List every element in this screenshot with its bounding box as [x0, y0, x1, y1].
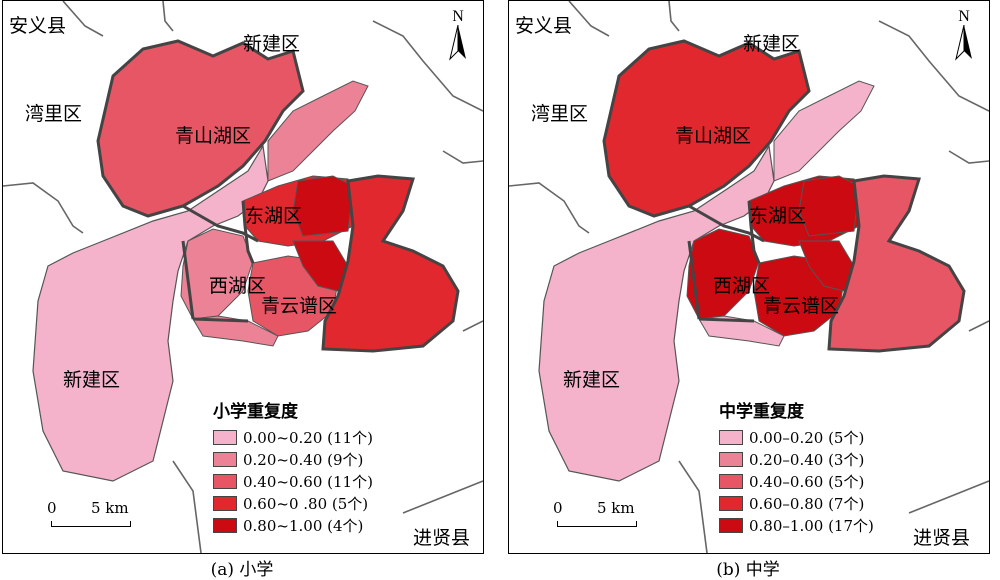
region-qingshanhu [602, 39, 811, 218]
legend-item: 0.40~0.60 (11个) [213, 470, 413, 492]
district-boundaries [687, 200, 765, 323]
place-jinxian: 进贤县 [413, 527, 471, 549]
district-boundaries [181, 200, 259, 323]
region-south-fringe [192, 315, 279, 347]
legend-item: 0.60–0.80 (7个) [719, 492, 919, 514]
road-lines [3, 1, 483, 553]
region-ne-strip [267, 80, 369, 182]
place-qingyunpu: 青云谱区 [261, 295, 338, 317]
legend-label: 0.80–1.00 (17个) [749, 516, 874, 535]
place-xihu: 西湖区 [209, 275, 267, 297]
legend-swatch [213, 473, 237, 489]
road-lines [509, 1, 989, 553]
place-xinjian-north: 新建区 [743, 33, 801, 55]
scale-bar-line [557, 521, 637, 527]
north-arrow-icon [449, 24, 466, 61]
legend-label: 0.20–0.40 (3个) [749, 450, 865, 469]
scale-bar: 0 5 km [41, 499, 141, 529]
legend-swatch [719, 495, 743, 511]
legend-label: 0.40–0.60 (5个) [749, 472, 865, 491]
legend-item: 0.00–0.20 (5个) [719, 426, 919, 448]
map-panel-primary: 安义县 新建区 湾里区 青山湖区 东湖区 西湖区 青云谱区 新建区 进贤县 N … [2, 0, 484, 554]
north-arrow: N [447, 9, 469, 65]
place-qingyunpu: 青云谱区 [763, 295, 840, 317]
legend-label: 0.60–0.80 (7个) [749, 494, 865, 513]
place-jinxian: 进贤县 [913, 527, 971, 549]
legend-swatch [719, 429, 743, 445]
region-xihu [180, 228, 254, 320]
legend-swatch [213, 517, 237, 533]
region-donghu-core [292, 175, 354, 237]
place-xinjian-south: 新建区 [563, 369, 621, 391]
place-xihu: 西湖区 [713, 275, 771, 297]
legend-item: 0.20–0.40 (3个) [719, 448, 919, 470]
place-xinjian-south: 新建区 [63, 369, 121, 391]
region-qingshanhu [96, 39, 305, 218]
legend-title: 中学重复度 [719, 402, 804, 422]
legend-label: 0.60~0 .80 (5个) [243, 494, 369, 513]
place-anyi: 安义县 [515, 15, 573, 37]
legend: 中学重复度 0.00–0.20 (5个) 0.20–0.40 (3个) 0.40… [719, 397, 919, 536]
place-anyi: 安义县 [9, 15, 67, 37]
caption-middle: (b) 中学 [716, 560, 780, 580]
region-east [321, 174, 460, 353]
place-wanli: 湾里区 [531, 103, 589, 125]
scale-bar-line [51, 521, 131, 527]
place-xinjian-north: 新建区 [243, 33, 301, 55]
legend-swatch [213, 451, 237, 467]
region-west-light [32, 144, 269, 482]
legend-swatch [719, 517, 743, 533]
legend: 小学重复度 0.00~0.20 (11个) 0.20~0.40 (9个) 0.4… [213, 397, 413, 536]
scale-distance: 5 km [91, 499, 129, 517]
region-west-light [538, 144, 775, 482]
scale-bar: 0 5 km [547, 499, 647, 529]
region-donghu-core [798, 175, 860, 237]
region-south-fringe [698, 315, 785, 347]
legend-label: 0.20~0.40 (9个) [243, 450, 364, 469]
north-label: N [958, 8, 970, 25]
legend-label: 0.00–0.20 (5个) [749, 428, 865, 447]
scale-distance: 5 km [597, 499, 635, 517]
legend-swatch [719, 473, 743, 489]
legend-item: 0.80~1.00 (4个) [213, 514, 413, 536]
map-canvas [3, 1, 483, 553]
place-qingshanhu: 青山湖区 [675, 125, 752, 147]
place-wanli: 湾里区 [25, 103, 83, 125]
scale-zero: 0 [553, 499, 563, 517]
map-panel-middle: 安义县 新建区 湾里区 青山湖区 东湖区 西湖区 青云谱区 新建区 进贤县 N … [508, 0, 990, 554]
legend-swatch [213, 429, 237, 445]
region-xihu [686, 228, 760, 320]
north-arrow-icon [955, 24, 972, 61]
north-label: N [452, 8, 464, 25]
region-ne-strip [773, 80, 875, 182]
scale-zero: 0 [47, 499, 57, 517]
legend-label: 0.00~0.20 (11个) [243, 428, 373, 447]
legend-label: 0.80~1.00 (4个) [243, 516, 364, 535]
legend-item: 0.60~0 .80 (5个) [213, 492, 413, 514]
legend-item: 0.20~0.40 (9个) [213, 448, 413, 470]
place-donghu: 东湖区 [749, 205, 807, 227]
map-canvas [509, 1, 989, 553]
legend-item: 0.80–1.00 (17个) [719, 514, 919, 536]
legend-swatch [213, 495, 237, 511]
legend-item: 0.40–0.60 (5个) [719, 470, 919, 492]
place-qingshanhu: 青山湖区 [175, 125, 252, 147]
region-east [827, 174, 966, 353]
legend-title: 小学重复度 [213, 402, 298, 422]
legend-label: 0.40~0.60 (11个) [243, 472, 373, 491]
caption-primary: (a) 小学 [210, 560, 274, 580]
place-donghu: 东湖区 [245, 205, 303, 227]
legend-swatch [719, 451, 743, 467]
legend-item: 0.00~0.20 (11个) [213, 426, 413, 448]
north-arrow: N [953, 9, 975, 65]
